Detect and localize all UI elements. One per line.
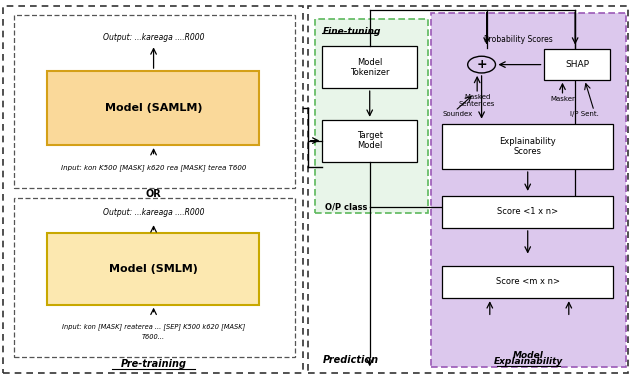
Text: Masker: Masker (550, 96, 575, 102)
Bar (14, 15, 295, 188)
Bar (442, 266, 613, 298)
Text: Pre-training: Pre-training (121, 359, 186, 369)
Text: T600...: T600... (142, 334, 165, 340)
Bar (544, 49, 610, 80)
Text: Score <1 x n>: Score <1 x n> (497, 207, 558, 216)
Text: Explainability
Scores: Explainability Scores (499, 137, 556, 157)
Bar (308, 6, 628, 373)
Text: +: + (477, 58, 487, 71)
Text: Fine-tuning: Fine-tuning (322, 27, 381, 36)
Text: O/P class: O/P class (325, 203, 368, 212)
Text: OR: OR (146, 189, 161, 199)
Text: Model
Tokenizer: Model Tokenizer (350, 57, 389, 77)
Bar (3, 6, 303, 373)
Text: Soundex: Soundex (442, 111, 473, 117)
Text: Output: ...kareaga ....R000: Output: ...kareaga ....R000 (103, 33, 204, 43)
Text: Prediction: Prediction (322, 355, 379, 365)
Bar (47, 71, 259, 145)
Bar (315, 19, 428, 213)
Text: Probability Scores: Probability Scores (484, 35, 552, 44)
Bar (322, 46, 417, 88)
Bar (47, 233, 259, 305)
Bar (431, 13, 626, 367)
Text: Input: kon [MASK] reaterea ... [SEP] K500 k620 [MASK]: Input: kon [MASK] reaterea ... [SEP] K50… (62, 323, 245, 330)
Text: Input: kon K500 [MASK] k620 rea [MASK] terea T600: Input: kon K500 [MASK] k620 rea [MASK] t… (61, 165, 246, 171)
Text: Model: Model (513, 351, 544, 360)
Text: Score <m x n>: Score <m x n> (495, 277, 560, 287)
Text: Target
Model: Target Model (356, 131, 383, 150)
Bar (322, 120, 417, 162)
Text: SHAP: SHAP (565, 60, 589, 69)
Text: Masked
Sentences: Masked Sentences (459, 94, 495, 107)
Bar (442, 196, 613, 228)
Text: Model (SAMLM): Model (SAMLM) (105, 103, 202, 113)
Bar (14, 198, 295, 357)
Text: Model (SMLM): Model (SMLM) (109, 264, 198, 274)
Text: Explainability: Explainability (494, 356, 563, 366)
Bar (442, 124, 613, 169)
Text: Output: ...kareaga ....R000: Output: ...kareaga ....R000 (103, 208, 204, 217)
Text: I/P Sent.: I/P Sent. (570, 111, 599, 117)
